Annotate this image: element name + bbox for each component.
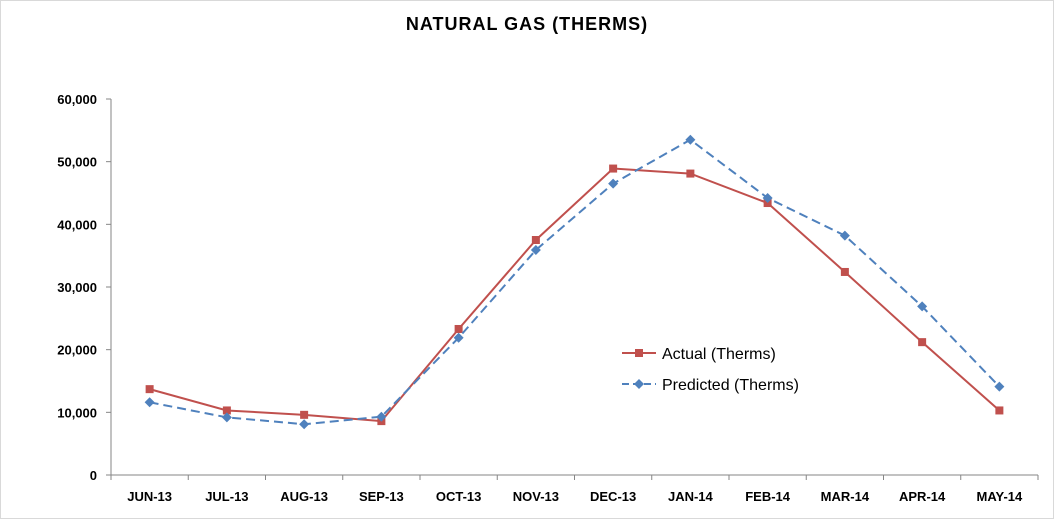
legend: Actual (Therms) Predicted (Therms) <box>622 346 799 394</box>
y-tick-label: 0 <box>90 468 97 483</box>
data-point <box>608 178 619 189</box>
data-point <box>531 236 540 244</box>
x-tick-label: APR-14 <box>899 489 946 504</box>
data-point <box>221 412 232 423</box>
series-actual <box>145 164 1004 426</box>
y-tick-label: 20,000 <box>57 343 97 358</box>
data-point <box>222 406 231 415</box>
x-tick-label: MAR-14 <box>821 489 870 504</box>
data-point <box>454 324 463 333</box>
x-tick-label: MAY-14 <box>976 489 1023 504</box>
legend-label: Predicted (Therms) <box>662 377 799 394</box>
legend-label: Actual (Therms) <box>662 346 776 363</box>
data-point <box>376 411 387 422</box>
data-point <box>144 397 155 408</box>
data-point <box>917 301 928 312</box>
data-point <box>300 410 309 419</box>
data-point <box>609 164 618 173</box>
data-point <box>453 332 464 343</box>
data-point <box>994 381 1005 392</box>
data-point <box>840 267 849 276</box>
data-point <box>918 338 927 347</box>
data-point <box>299 419 310 430</box>
x-tick-label: JAN-14 <box>668 489 714 504</box>
y-tick-label: 50,000 <box>57 155 97 170</box>
x-tick-label: DEC-13 <box>590 489 636 504</box>
data-point <box>685 134 696 145</box>
data-point <box>762 193 773 204</box>
series-layer <box>144 134 1005 430</box>
y-tick-label: 60,000 <box>57 92 97 107</box>
axes: 0 10,000 20,000 30,000 40,000 50,000 60,000 JUN… <box>57 92 1039 504</box>
y-tick-label: 30,000 <box>57 280 97 295</box>
legend-marker <box>634 379 644 389</box>
series-line <box>149 167 1001 423</box>
data-point <box>530 245 541 256</box>
x-tick-label: FEB-14 <box>745 489 791 504</box>
legend-item: Predicted (Therms) <box>622 377 799 394</box>
series-line <box>149 138 1001 426</box>
data-point <box>686 169 695 178</box>
y-tick-label: 40,000 <box>57 217 97 232</box>
data-point <box>145 385 154 394</box>
legend-marker <box>635 349 643 357</box>
y-tick-label: 10,000 <box>57 405 97 420</box>
legend-item: Actual (Therms) <box>622 346 776 363</box>
chart-title: NATURAL GAS (THERMS) <box>406 14 648 34</box>
data-point <box>839 230 850 241</box>
x-tick-label: AUG-13 <box>280 489 328 504</box>
x-tick-label: OCT-13 <box>436 489 482 504</box>
series-predicted <box>144 134 1005 430</box>
x-tick-label: JUN-13 <box>127 489 172 504</box>
x-tick-label: NOV-13 <box>513 489 559 504</box>
x-tick-label: SEP-13 <box>359 489 404 504</box>
x-tick-label: JUL-13 <box>205 489 248 504</box>
data-point <box>995 406 1004 415</box>
data-point <box>763 199 772 208</box>
